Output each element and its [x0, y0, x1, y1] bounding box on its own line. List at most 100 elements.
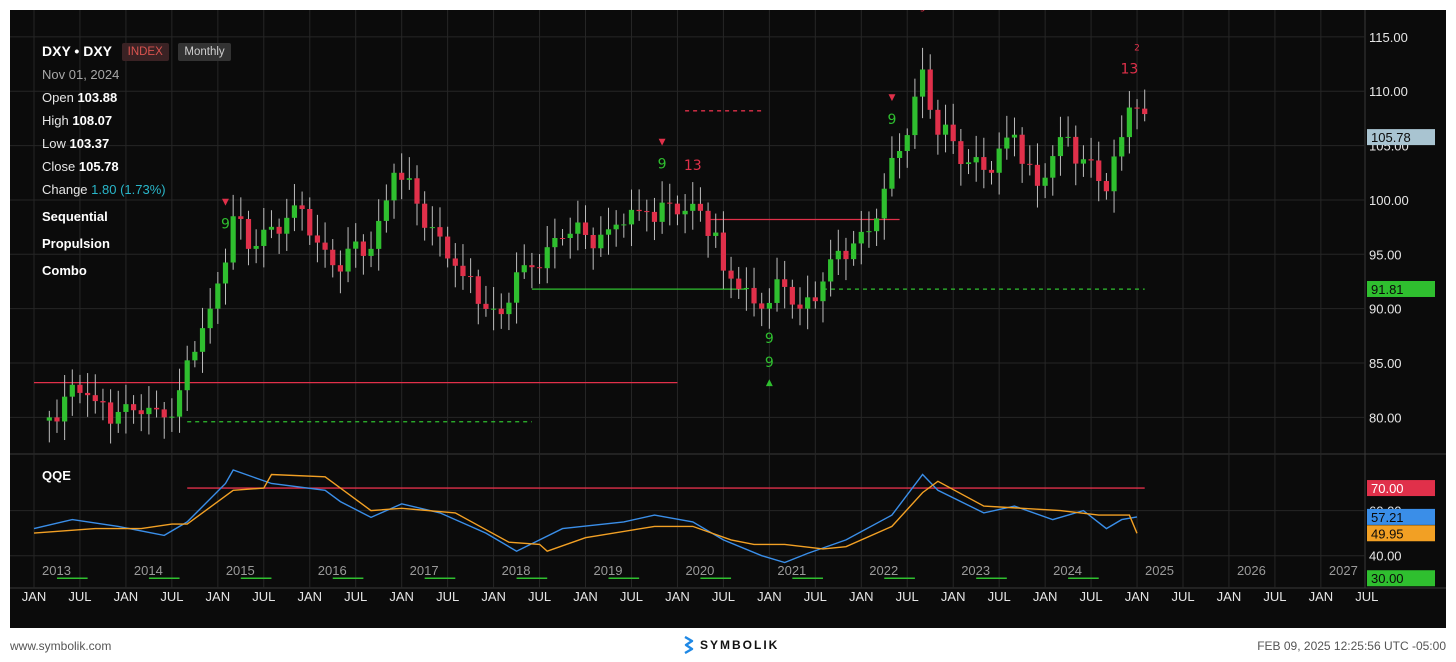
candle-body [391, 172, 397, 201]
indicator-combo-label: Combo [42, 263, 87, 278]
qqe-marker-bg [1367, 480, 1435, 497]
month-label: JAN [849, 589, 874, 604]
candle-body [360, 241, 366, 256]
td-count-label: 9 [920, 10, 926, 14]
candle-body [153, 407, 160, 410]
candle-body [383, 200, 389, 221]
candle-body [835, 250, 841, 260]
candle-body [697, 203, 704, 211]
month-label: JAN [1217, 589, 1242, 604]
candle-body [1050, 156, 1056, 178]
candle-body [337, 265, 343, 272]
candle-body [138, 410, 144, 415]
month-label: JAN [206, 589, 231, 604]
candle-body [896, 151, 903, 158]
candle-body [123, 404, 129, 412]
candle-body [552, 237, 558, 248]
candle-body [713, 232, 719, 236]
footer-brand: SYMBOLIK [683, 636, 779, 654]
candle-body [406, 178, 412, 180]
candle-body [199, 328, 206, 352]
price-marker-bg [1367, 129, 1435, 146]
year-label: 2020 [685, 563, 714, 578]
low-label: Low [42, 136, 66, 151]
indicator-propulsion[interactable]: Propulsion [42, 232, 231, 255]
year-label: 2017 [410, 563, 439, 578]
candle-body [950, 124, 956, 142]
qqe-marker: 57.21 [1371, 510, 1404, 525]
interval-badge[interactable]: Monthly [178, 43, 231, 61]
candle-body [559, 237, 566, 239]
candle-body [108, 402, 114, 424]
candle-body [215, 283, 221, 309]
year-label: 2019 [594, 563, 623, 578]
candle-body [284, 217, 290, 234]
candle-body [498, 308, 504, 315]
candle-body [1027, 163, 1033, 165]
candle-body [169, 416, 175, 418]
low-value: 103.37 [69, 136, 110, 151]
candle-body [996, 148, 1002, 173]
candle-body [253, 245, 259, 249]
candle-body [988, 169, 995, 173]
year-label: 2024 [1053, 563, 1082, 578]
month-label: JAN [389, 589, 414, 604]
month-label: JUL [804, 589, 827, 604]
change-label: Change [42, 182, 88, 197]
candle-body [399, 172, 405, 180]
candle-body [261, 229, 267, 246]
chart-canvas[interactable]: 80.0085.0090.0095.00100.00105.00110.0011… [10, 10, 1446, 628]
price-tick-label: 115.00 [1369, 30, 1408, 45]
type-badge: INDEX [121, 43, 169, 61]
indicator-combo[interactable]: Combo [42, 259, 231, 282]
candle-body [843, 250, 849, 260]
year-label: 2018 [502, 563, 531, 578]
footer-website[interactable]: www.symbolik.com [10, 639, 112, 653]
close-row: Close 105.78 [42, 155, 231, 178]
month-label: JUL [1263, 589, 1286, 604]
candle-body [682, 210, 688, 215]
candle-body [1080, 159, 1087, 164]
candle-body [69, 384, 75, 397]
candle-body [100, 401, 106, 403]
candle-body [1134, 107, 1140, 109]
year-label: 2025 [1145, 563, 1174, 578]
candle-body [445, 236, 451, 259]
candle-body [582, 222, 589, 235]
td-count-label: 9 [658, 157, 667, 173]
change-value: 1.80 (1.73%) [91, 182, 166, 197]
candle-body [85, 392, 91, 396]
month-label: JAN [22, 589, 47, 604]
candle-body [307, 208, 313, 236]
high-row: High 108.07 [42, 109, 231, 132]
candle-body [414, 178, 420, 204]
candle-body [789, 286, 795, 305]
candle-body [1073, 136, 1079, 164]
open-row: Open 103.88 [42, 86, 231, 109]
candle-body [62, 396, 68, 422]
candle-body [1088, 159, 1094, 161]
candle-body [299, 205, 305, 209]
candle-body [130, 404, 137, 411]
candle-body [605, 229, 612, 235]
candle-body [805, 297, 811, 309]
candle-body [644, 211, 650, 213]
indicator-sequential[interactable]: Sequential [42, 205, 231, 228]
qqe-marker: 30.00 [1371, 571, 1404, 586]
td-count-label: ▲ [766, 378, 773, 388]
candle-body [942, 124, 949, 135]
price-marker: 105.78 [1371, 130, 1411, 145]
td-count-label: 9 [221, 217, 230, 233]
candle-body [812, 297, 818, 302]
candle-body [736, 278, 742, 290]
candle-body [468, 276, 474, 278]
month-label: JAN [1309, 589, 1334, 604]
close-value: 105.78 [78, 159, 119, 174]
candle-body [460, 265, 466, 277]
year-label: 2023 [961, 563, 990, 578]
candle-body [858, 231, 864, 244]
price-marker-bg [1367, 280, 1435, 297]
month-label: JUL [988, 589, 1011, 604]
month-label: JAN [757, 589, 782, 604]
candle-body [207, 308, 213, 329]
